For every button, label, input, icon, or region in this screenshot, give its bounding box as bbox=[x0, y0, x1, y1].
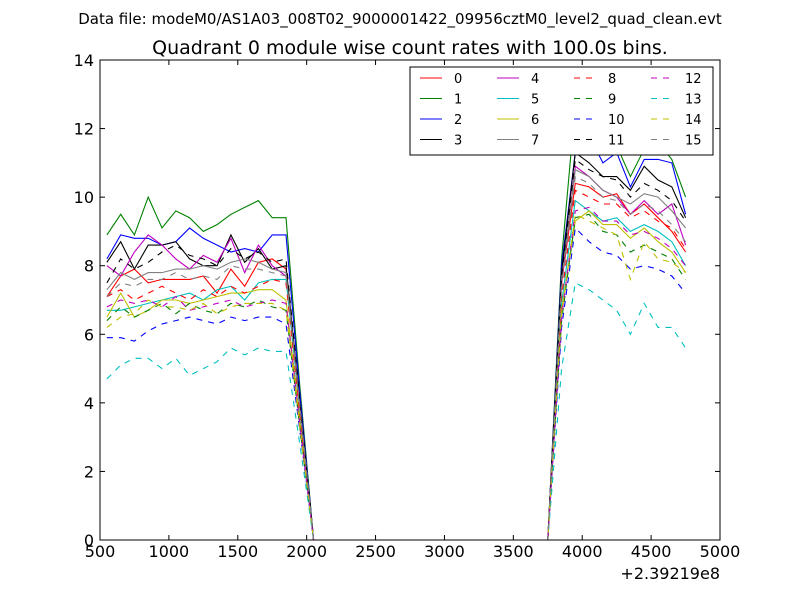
series-line-2 bbox=[106, 134, 687, 541]
legend-label-13: 13 bbox=[685, 93, 702, 108]
legend-label-14: 14 bbox=[685, 113, 702, 128]
y-tick-label: 14 bbox=[74, 51, 94, 70]
legend-label-12: 12 bbox=[685, 72, 702, 87]
x-tick-label: 5000 bbox=[700, 542, 741, 561]
legend-label-10: 10 bbox=[608, 113, 625, 128]
legend-label-4: 4 bbox=[531, 72, 539, 87]
series-layer bbox=[106, 93, 687, 541]
series-line-14 bbox=[106, 213, 686, 541]
x-tick-label: 2000 bbox=[286, 542, 327, 561]
legend-label-5: 5 bbox=[531, 93, 539, 108]
series-line-10 bbox=[106, 226, 687, 541]
y-tick-label: 12 bbox=[74, 120, 94, 139]
y-tick-label: 8 bbox=[84, 257, 94, 276]
legend-label-0: 0 bbox=[454, 72, 462, 87]
legend-label-6: 6 bbox=[531, 113, 539, 128]
legend-label-8: 8 bbox=[608, 72, 616, 87]
chart-title: Quadrant 0 module wise count rates with … bbox=[152, 37, 668, 59]
x-tick-label: 4500 bbox=[631, 542, 672, 561]
y-tick-label: 4 bbox=[84, 394, 94, 413]
suptitle: Data file: modeM0/AS1A03_008T02_90000014… bbox=[78, 10, 722, 29]
x-tick-label: 1500 bbox=[217, 542, 258, 561]
legend-label-11: 11 bbox=[608, 134, 625, 149]
legend-label-1: 1 bbox=[454, 93, 462, 108]
legend-label-15: 15 bbox=[685, 134, 702, 149]
series-line-5 bbox=[106, 199, 687, 541]
legend-label-9: 9 bbox=[608, 93, 616, 108]
x-tick-label: 2500 bbox=[355, 542, 396, 561]
series-line-11 bbox=[106, 158, 687, 541]
y-tick-label: 2 bbox=[84, 462, 94, 481]
legend-label-7: 7 bbox=[531, 134, 539, 149]
series-line-1 bbox=[106, 93, 687, 541]
x-tick-label: 3000 bbox=[424, 542, 465, 561]
plot-frame bbox=[99, 59, 721, 541]
y-tick-label: 6 bbox=[84, 325, 94, 344]
x-tick-label: 4000 bbox=[562, 542, 603, 561]
series-line-9 bbox=[106, 213, 687, 541]
series-line-7 bbox=[106, 168, 687, 541]
series-line-8 bbox=[106, 189, 687, 541]
series-line-13 bbox=[106, 282, 687, 541]
legend-label-3: 3 bbox=[454, 134, 462, 149]
series-line-6 bbox=[106, 210, 687, 541]
x-offset-label: +2.39219e8 bbox=[620, 564, 720, 583]
x-tick-label: 1000 bbox=[149, 542, 190, 561]
legend-box bbox=[409, 66, 714, 156]
legend-label-2: 2 bbox=[454, 113, 462, 128]
x-tick-label: 3500 bbox=[493, 542, 534, 561]
y-tick-label: 10 bbox=[74, 188, 94, 207]
series-line-0 bbox=[106, 182, 687, 541]
x-tick-label: 500 bbox=[85, 542, 116, 561]
y-tick-label: 0 bbox=[84, 531, 94, 550]
axis-ticks: 500 1000 1500 2000 2500 3000 3500 4000 4500 5000 0… bbox=[74, 51, 741, 561]
series-line-3 bbox=[106, 151, 687, 541]
